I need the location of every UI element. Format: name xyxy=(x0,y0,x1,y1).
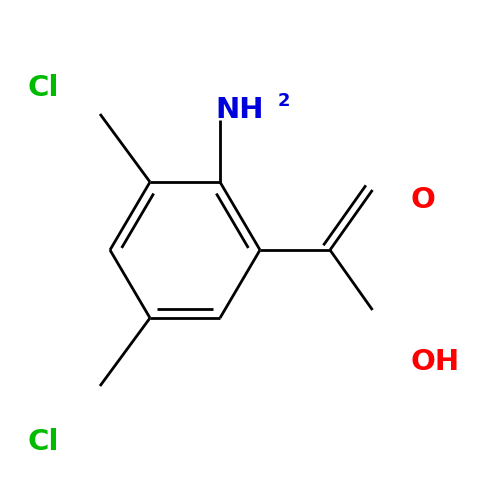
Text: Cl: Cl xyxy=(28,428,59,456)
Text: O: O xyxy=(410,186,435,214)
Text: 2: 2 xyxy=(278,92,290,110)
Text: NH: NH xyxy=(215,96,264,124)
Text: Cl: Cl xyxy=(28,74,59,102)
Text: OH: OH xyxy=(410,348,459,376)
